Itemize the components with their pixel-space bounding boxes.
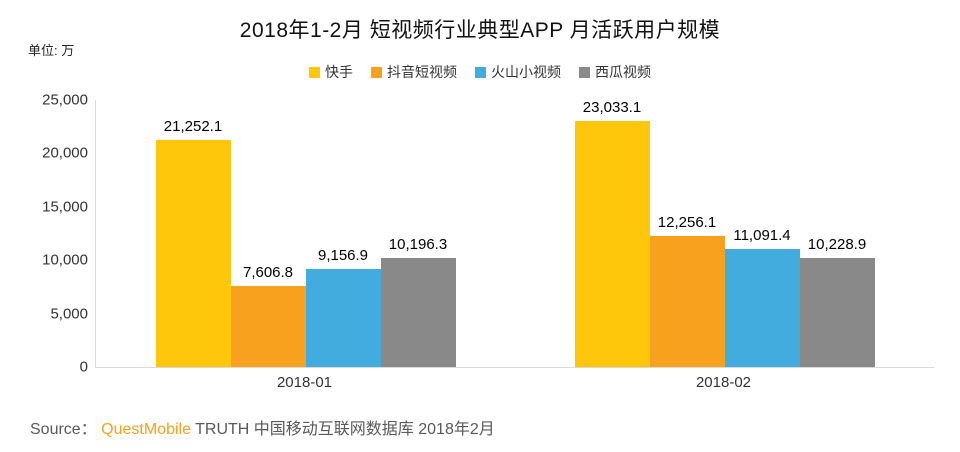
x-label-2018-02: 2018-02 [695, 374, 752, 391]
x-label-2018-01: 2018-01 [276, 374, 333, 391]
bar-value-huoshan-2018-01: 9,156.9 [317, 247, 369, 265]
unit-label: 单位: 万 [28, 43, 75, 58]
bar-value-douyin-2018-01: 7,606.8 [242, 263, 294, 281]
bar-value-xigua-2018-01: 10,196.3 [388, 236, 448, 254]
bar-xigua-2018-02 [799, 257, 875, 367]
bar-huoshan-2018-01 [305, 269, 381, 367]
y-tick-15000: 15,000 [42, 198, 88, 216]
legend-label-xigua: 西瓜视频 [595, 64, 651, 80]
x-axis-labels: 2018-01 2018-02 [95, 368, 933, 392]
legend-swatch-xigua [579, 66, 590, 78]
bar-value-douyin-2018-02: 12,256.1 [657, 214, 717, 232]
bar-group-2018-02: 23,033.1 12,256.1 11,091.4 10,228.9 [574, 99, 875, 367]
legend-label-douyin: 抖音短视频 [387, 64, 457, 80]
bar-group-2018-01: 21,252.1 7,606.8 9,156.9 10,196.3 [155, 100, 456, 367]
plot-area: 21,252.1 7,606.8 9,156.9 10,196.3 23,033.1 12… [95, 99, 934, 368]
legend-item-douyin: 抖音短视频 [371, 62, 457, 82]
source-suffix: TRUTH 中国移动互联网数据库 2018年2月 [190, 421, 495, 438]
y-tick-25000: 25,000 [42, 91, 88, 109]
legend-label-kuaishou: 快手 [325, 64, 353, 80]
bar-value-xigua-2018-02: 10,228.9 [807, 235, 867, 253]
legend: 快手 抖音短视频 火山小视频 西瓜视频 [0, 62, 960, 82]
legend-label-huoshan: 火山小视频 [491, 64, 561, 80]
bar-value-kuaishou-2018-02: 23,033.1 [582, 99, 642, 117]
source-line: Source： QuestMobile TRUTH 中国移动互联网数据库 201… [30, 415, 495, 439]
bar-kuaishou-2018-01 [155, 140, 231, 367]
bar-value-kuaishou-2018-01: 21,252.1 [163, 118, 223, 136]
legend-swatch-douyin [371, 66, 382, 78]
legend-swatch-kuaishou [309, 66, 320, 78]
legend-swatch-huoshan [475, 66, 486, 78]
legend-item-xigua: 西瓜视频 [579, 62, 651, 82]
source-prefix: Source： [30, 421, 102, 438]
bar-douyin-2018-01 [230, 285, 306, 367]
legend-item-kuaishou: 快手 [309, 62, 353, 82]
y-tick-5000: 5,000 [50, 305, 88, 323]
bar-kuaishou-2018-02 [574, 121, 650, 367]
y-tick-0: 0 [79, 358, 88, 376]
y-tick-10000: 10,000 [42, 251, 88, 269]
bar-value-huoshan-2018-02: 11,091.4 [733, 226, 791, 244]
bar-xigua-2018-01 [380, 258, 456, 367]
bar-douyin-2018-02 [649, 236, 725, 367]
source-brand: QuestMobile [101, 421, 191, 438]
legend-item-huoshan: 火山小视频 [475, 62, 561, 82]
y-tick-20000: 20,000 [42, 144, 88, 162]
chart-title: 2018年1-2月 短视频行业典型APP 月活跃用户规模 [239, 19, 721, 42]
bar-huoshan-2018-02 [724, 248, 800, 367]
y-axis-tick-labels: 0 5,000 10,000 15,000 20,000 25,000 [0, 92, 88, 376]
